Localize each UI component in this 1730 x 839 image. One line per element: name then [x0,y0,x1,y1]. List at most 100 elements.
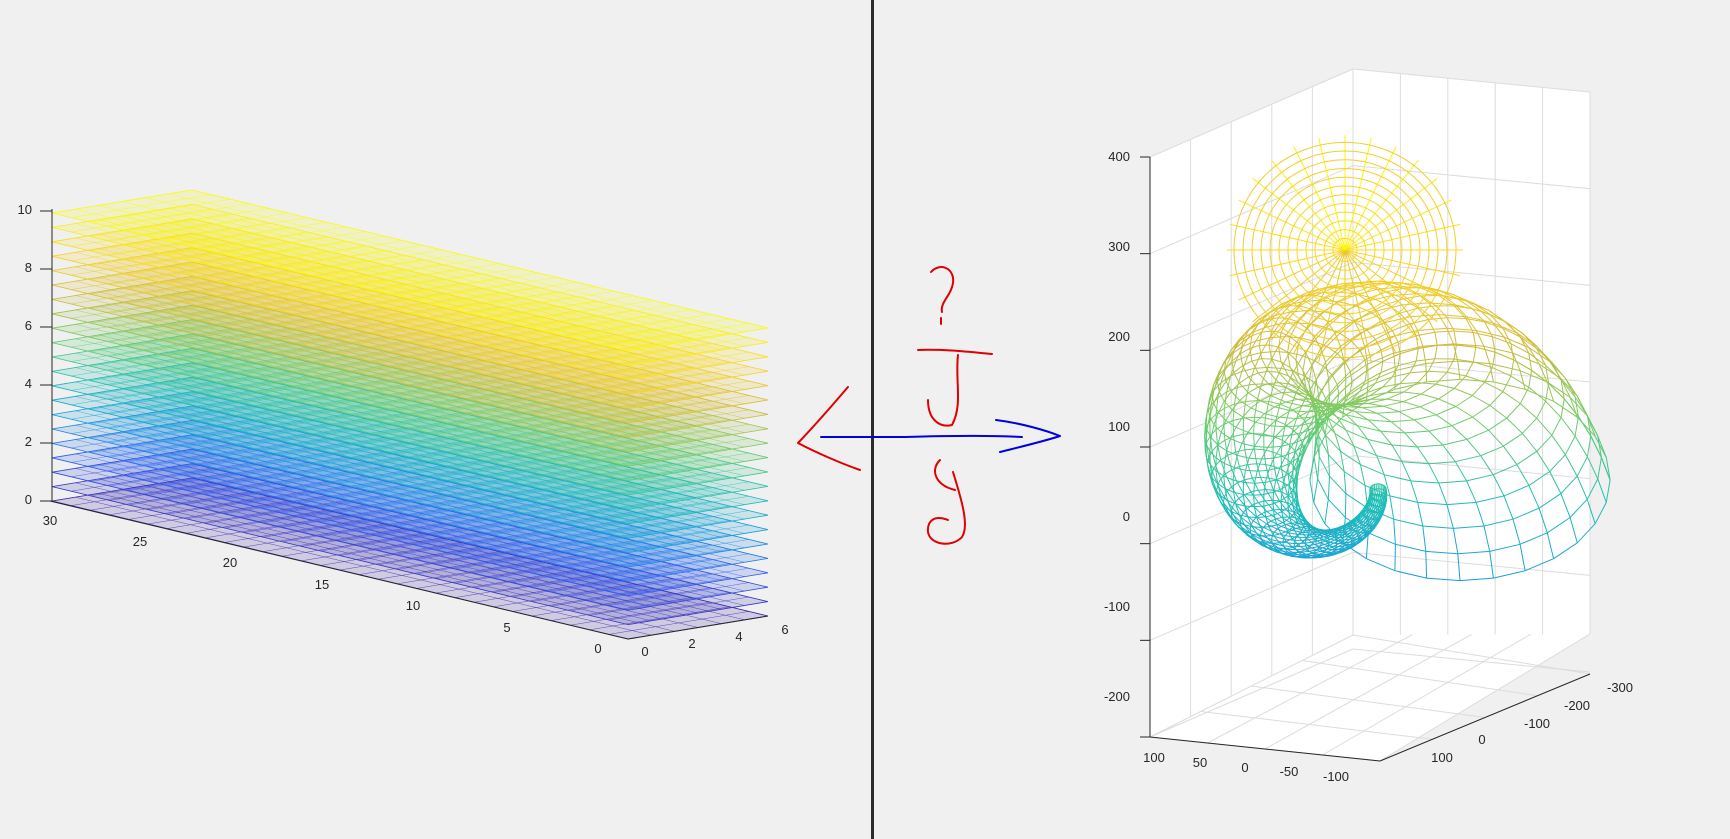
shell-mesh-line [1502,327,1521,338]
shell-mesh-line [1244,505,1255,508]
shell-mesh-line [1369,499,1374,506]
shell-mesh-line [1549,454,1566,472]
shell-mesh-line [1274,305,1287,316]
shell-mesh-line [1238,199,1346,251]
mesh-line [168,193,745,333]
shell-mesh-line [1545,365,1562,381]
shell-mesh-line [1254,366,1268,369]
shell-mesh-line [1272,509,1283,518]
z-tick-label: 300 [1108,239,1130,254]
shell-mesh-line [1239,514,1248,518]
shell-mesh-line [1271,535,1273,540]
shell-mesh-line [1455,406,1473,418]
shell-mesh-line [1265,489,1273,501]
shell-mesh-line [1354,311,1371,323]
shell-mesh-line [1502,375,1512,392]
shell-mesh-line [1247,352,1262,357]
shell-mesh-line [1313,457,1319,479]
shell-mesh-line [1393,519,1396,545]
shell-mesh-line [1425,363,1428,382]
shell-mesh-line [1492,474,1505,497]
shell-mesh-line [1475,502,1485,527]
shell-mesh-line [1344,137,1372,251]
shell-mesh-line [1345,309,1355,321]
mesh-layer [51,319,769,482]
shell-mesh-line [1257,489,1266,502]
grid-line [1207,634,1413,744]
shell-mesh-line [1280,361,1289,377]
grid-line [1149,68,1354,158]
mesh-line [121,345,699,484]
shell-mesh-line [1241,432,1249,444]
shell-mesh-line [1245,384,1250,402]
shell-mesh-line [1522,417,1538,434]
shell-mesh-line [1290,310,1308,313]
shell-mesh-line [1333,285,1349,293]
shell-mesh-line [1391,444,1418,448]
shell-mesh-line [1271,358,1282,363]
shell-mesh-line [1315,287,1335,296]
shell-mesh-line [1230,338,1240,351]
shell-mesh-line [1231,517,1242,528]
shell-mesh-line [1453,330,1457,346]
shell-mesh-line [1252,537,1264,544]
shell-mesh-line [1213,382,1222,391]
shell-mesh-line [1250,321,1261,334]
shell-mesh-line [1267,436,1276,448]
shell-mesh-ring [1242,150,1448,350]
shell-mesh-line [1278,346,1288,353]
shell-mesh-line [1503,484,1530,497]
shell-mesh-line [1251,504,1262,515]
shell-mesh-line [1367,363,1369,383]
shell-mesh-line [1442,444,1456,463]
mesh-line [168,323,745,462]
shell-mesh-ring [1323,229,1367,271]
shell-mesh-line [1253,433,1255,450]
shell-mesh-line [1256,516,1266,518]
shell-mesh-line [1311,410,1325,418]
mesh-line [191,477,769,617]
shell-mesh-line [1322,546,1333,552]
shell-mesh-line [1366,360,1384,372]
shell-mesh-line [1217,439,1226,446]
shell-mesh-line [1425,360,1458,364]
shell-mesh-line [1329,541,1337,544]
shell-mesh-line [1488,309,1504,321]
shell-mesh-line [1357,531,1365,537]
shell-mesh-line [1438,482,1448,505]
shell-mesh-line [1265,499,1273,502]
shell-mesh-line [1283,545,1295,548]
shell-mesh-line [1232,420,1235,437]
mesh-line [145,312,722,452]
shell-mesh-line [1226,438,1231,451]
shell-mesh-line [1321,401,1335,408]
shell-mesh-line [1528,352,1546,366]
shell-mesh-line [1428,317,1448,320]
shell-mesh-line [1248,376,1259,388]
shell-mesh-line [1362,510,1369,517]
shell-mesh-line [1282,541,1295,544]
mesh-line [51,371,629,510]
mesh-line [191,232,769,372]
shell-mesh-line [1367,438,1393,446]
shell-mesh-line [1279,311,1291,325]
shell-mesh-line [1317,478,1329,500]
shell-mesh-line [1218,412,1227,421]
mesh-line [145,399,722,538]
shell-mesh-line [1459,378,1494,383]
shell-mesh-line [1220,454,1228,461]
shell-mesh-line [1278,371,1290,385]
z-tick-label: 10 [18,202,32,217]
shell-mesh-line [1257,372,1269,384]
shell-mesh-line [1380,361,1384,373]
shell-mesh-line [1256,541,1267,548]
shell-mesh-line [1365,500,1371,508]
shell-mesh-line [1220,431,1231,440]
shell-mesh-line [1359,332,1366,348]
shell-mesh-line [1224,473,1232,488]
shell-mesh-line [1399,347,1419,355]
shell-mesh-line [1480,310,1494,324]
shell-mesh-line [1315,534,1323,541]
shell-mesh-line [1210,437,1219,446]
shell-mesh-line [1453,525,1485,529]
